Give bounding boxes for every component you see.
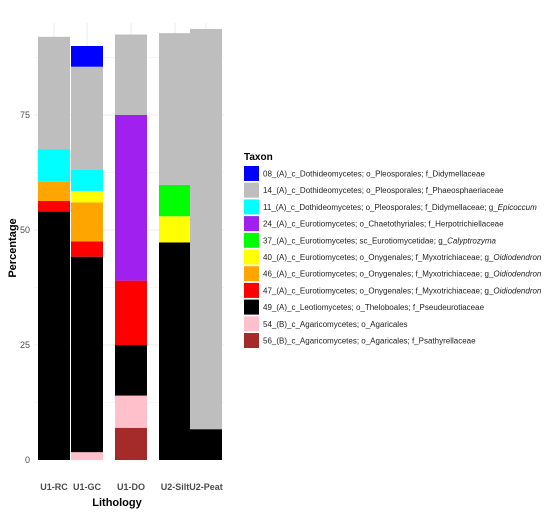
- legend-item: 08_(A)_c_Dothideomycetes; o_Pleosporales…: [244, 166, 485, 181]
- y-axis-ticks: 0 25 50 75: [20, 110, 30, 465]
- bar-stack-u2-peat: [190, 28, 222, 460]
- legend-label: 56_(B)_c_Agaricomycetes; o_Agaricales; f…: [263, 337, 476, 346]
- legend-label: 46_(A)_c_Eurotiomycetes; o_Onygenales; f…: [263, 270, 542, 279]
- legend-label: 37_(A)_c_Eurotiomycetes; sc_Eurotiomycet…: [263, 236, 497, 245]
- legend-item: 40_(A)_c_Eurotiomycetes; o_Onygenales; f…: [244, 249, 542, 265]
- bar-segment-14: [38, 36, 70, 150]
- legend-title: Taxon: [244, 152, 273, 163]
- bar-segment-14: [190, 28, 222, 430]
- legend-swatch: [244, 166, 259, 181]
- x-tick-label: U1-DO: [117, 482, 145, 492]
- bar-segment-46: [38, 181, 70, 202]
- bar-segment-49: [38, 211, 70, 460]
- legend-item: 49_(A)_c_Leotiomycetes; o_Theloboales; f…: [244, 299, 485, 315]
- x-tick-label: U2-Peat: [189, 482, 223, 492]
- x-axis-title: Lithology: [92, 497, 142, 509]
- bar-segment-54: [115, 395, 147, 428]
- bar-segment-47: [115, 280, 147, 345]
- legend-label: 24_(A)_c_Eurotiomycetes; o_Chaetothyrial…: [263, 220, 504, 229]
- legend-label: 08_(A)_c_Dothideomycetes; o_Pleosporales…: [263, 170, 485, 179]
- legend-swatch: [244, 199, 259, 215]
- bar-segment-37: [159, 184, 191, 217]
- legend: Taxon 08_(A)_c_Dothideomycetes; o_Pleosp…: [244, 152, 542, 348]
- bar-segment-11: [38, 149, 70, 182]
- x-axis-ticks: U1-RC U1-GC U1-DO U2-Silt U2-Peat: [40, 482, 223, 492]
- bars: [38, 28, 222, 460]
- legend-item: 24_(A)_c_Eurotiomycetes; o_Chaetothyrial…: [244, 216, 504, 232]
- legend-item: 37_(A)_c_Eurotiomycetes; sc_Eurotiomycet…: [244, 232, 497, 248]
- bar-stack-u1-rc: [38, 36, 70, 460]
- legend-item: 11_(A)_c_Dothideomycetes; o_Pleosporales…: [244, 199, 537, 215]
- bar-stack-u1-do: [115, 34, 147, 460]
- legend-swatch: [244, 182, 259, 198]
- legend-swatch: [244, 316, 259, 332]
- bar-stack-u1-gc: [71, 46, 103, 460]
- bar-segment-49: [190, 429, 222, 460]
- x-tick-label: U2-Silt: [161, 482, 190, 492]
- legend-swatch: [244, 216, 259, 232]
- y-tick-label: 25: [20, 340, 30, 350]
- legend-swatch: [244, 299, 259, 315]
- bar-segment-14: [159, 33, 191, 185]
- bar-segment-54: [71, 452, 103, 460]
- bar-segment-49: [159, 242, 191, 460]
- bar-segment-14: [115, 34, 147, 115]
- legend-swatch: [244, 333, 259, 348]
- bar-segment-14: [71, 66, 103, 170]
- legend-item: 46_(A)_c_Eurotiomycetes; o_Onygenales; f…: [244, 266, 542, 282]
- legend-label: 14_(A)_c_Dothideomycetes; o_Pleosporales…: [263, 186, 504, 195]
- legend-swatch: [244, 232, 259, 248]
- bar-stack-u2-silt: [159, 33, 191, 460]
- bar-segment-49: [71, 256, 103, 453]
- bar-segment-49: [115, 345, 147, 396]
- legend-label: 49_(A)_c_Leotiomycetes; o_Theloboales; f…: [263, 303, 485, 312]
- legend-swatch: [244, 282, 259, 298]
- bar-segment-56: [115, 427, 147, 460]
- bar-segment-11: [71, 169, 103, 191]
- bar-segment-24: [115, 115, 147, 281]
- bar-segment-40: [159, 216, 191, 243]
- legend-label: 54_(B)_c_Agaricomycetes; o_Agaricales: [263, 320, 408, 329]
- bar-segment-47: [38, 201, 70, 212]
- y-tick-label: 75: [20, 110, 30, 120]
- y-axis-title: Percentage: [7, 218, 19, 277]
- bar-segment-47: [71, 241, 103, 257]
- legend-label: 11_(A)_c_Dothideomycetes; o_Pleosporales…: [263, 203, 537, 212]
- legend-swatch: [244, 266, 259, 282]
- legend-swatch: [244, 249, 259, 265]
- legend-item: 54_(B)_c_Agaricomycetes; o_Agaricales: [244, 316, 408, 332]
- bar-segment-40: [71, 190, 103, 203]
- legend-item: 14_(A)_c_Dothideomycetes; o_Pleosporales…: [244, 182, 504, 198]
- x-tick-label: U1-RC: [40, 482, 68, 492]
- bar-segment-46: [71, 202, 103, 242]
- legend-item: 56_(B)_c_Agaricomycetes; o_Agaricales; f…: [244, 333, 476, 348]
- y-tick-label: 50: [20, 225, 30, 235]
- legend-label: 40_(A)_c_Eurotiomycetes; o_Onygenales; f…: [263, 253, 542, 262]
- bar-segment-08: [71, 46, 103, 67]
- x-tick-label: U1-GC: [73, 482, 102, 492]
- legend-label: 47_(A)_c_Eurotiomycetes; o_Onygenales; f…: [263, 286, 542, 295]
- legend-item: 47_(A)_c_Eurotiomycetes; o_Onygenales; f…: [244, 282, 542, 298]
- y-tick-label: 0: [25, 455, 30, 465]
